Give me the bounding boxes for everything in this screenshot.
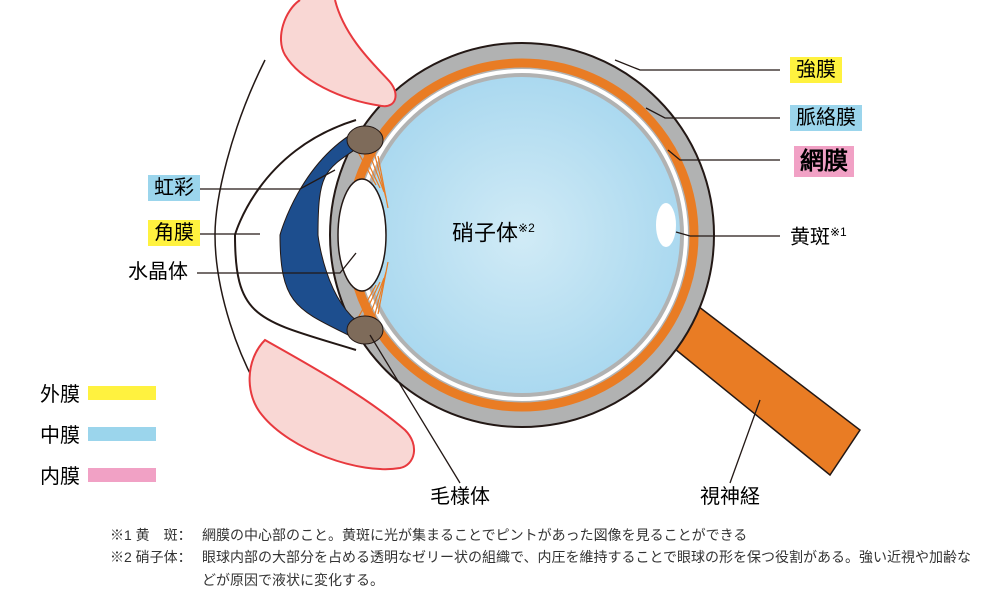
eye-anatomy-diagram: 硝子体※2 虹彩 角膜 水晶体 毛様体 視神経 強膜 脈絡膜 網膜 黄斑※1 外… — [0, 0, 1000, 605]
legend-label: 内膜 — [40, 460, 80, 489]
footnote-text: 眼球内部の大部分を占める透明なゼリー状の組織で、内圧を維持することで眼球の形を保… — [202, 546, 980, 591]
legend-label: 外膜 — [40, 378, 80, 407]
footnote: ※1 黄 斑：網膜の中心部のこと。黄斑に光が集まることでピントがあった図像を見る… — [110, 524, 980, 546]
legend-swatch — [88, 386, 156, 400]
legend-swatch — [88, 468, 156, 482]
label-iris: 虹彩 — [148, 178, 200, 198]
lens — [338, 179, 386, 291]
layer-legend: 外膜中膜内膜 — [40, 378, 156, 501]
diagram-canvas — [0, 0, 1000, 605]
leader-line — [730, 400, 760, 483]
label-retina: 網膜 — [794, 150, 854, 174]
optic-nerve — [670, 300, 860, 475]
label-nerve: 視神経 — [700, 487, 760, 507]
vitreous-sup: ※2 — [518, 221, 535, 235]
ciliary-body-top — [347, 126, 383, 154]
macula-sup: ※1 — [830, 225, 847, 239]
label-choroid: 脈絡膜 — [790, 108, 862, 128]
ciliary-body-bottom — [347, 316, 383, 344]
label-ciliary: 毛様体 — [430, 487, 490, 507]
label-vitreous: 硝子体※2 — [452, 222, 535, 244]
macula-text: 黄斑 — [790, 227, 830, 249]
legend-row: 中膜 — [40, 419, 156, 448]
label-macula: 黄斑※1 — [790, 226, 847, 248]
legend-row: 外膜 — [40, 378, 156, 407]
macula — [656, 203, 676, 247]
vitreous-text: 硝子体 — [452, 220, 518, 245]
label-lens: 水晶体 — [128, 262, 188, 282]
legend-swatch — [88, 427, 156, 441]
footnote-key: ※1 黄 斑： — [110, 524, 202, 546]
footnotes: ※1 黄 斑：網膜の中心部のこと。黄斑に光が集まることでピントがあった図像を見る… — [110, 524, 980, 591]
footnote: ※2 硝子体：眼球内部の大部分を占める透明なゼリー状の組織で、内圧を維持すること… — [110, 546, 980, 591]
footnote-key: ※2 硝子体： — [110, 546, 202, 591]
legend-label: 中膜 — [40, 419, 80, 448]
upper-eyelid — [281, 0, 396, 106]
footnote-text: 網膜の中心部のこと。黄斑に光が集まることでピントがあった図像を見ることができる — [202, 524, 747, 546]
leader-line — [615, 60, 780, 70]
legend-row: 内膜 — [40, 460, 156, 489]
label-cornea: 角膜 — [148, 223, 200, 243]
label-sclera: 強膜 — [790, 60, 842, 80]
